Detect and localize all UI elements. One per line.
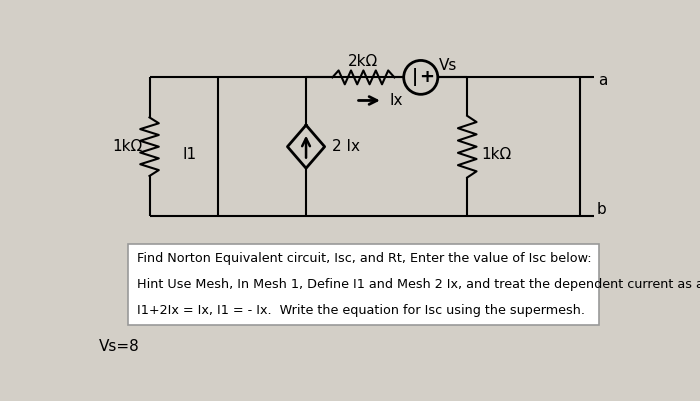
Text: I1: I1 [183,147,197,162]
Text: Find Norton Equivalent circuit, Isc, and Rt, Enter the value of Isc below:: Find Norton Equivalent circuit, Isc, and… [137,252,592,265]
Text: Vs=8: Vs=8 [99,339,140,354]
Text: Vs: Vs [439,58,457,73]
Text: 2 Ix: 2 Ix [332,139,360,154]
Text: +: + [419,69,434,86]
Text: Ix: Ix [390,93,403,108]
Text: |: | [412,69,418,86]
FancyBboxPatch shape [128,245,599,325]
Text: 2kΩ: 2kΩ [349,55,379,69]
Text: b: b [596,203,606,217]
Text: 1kΩ: 1kΩ [113,139,143,154]
Text: Hint Use Mesh, In Mesh 1, Define I1 and Mesh 2 Ix, and treat the dependent curre: Hint Use Mesh, In Mesh 1, Define I1 and … [137,278,700,291]
Text: 1kΩ: 1kΩ [482,147,512,162]
Text: I1+2Ix = Ix, I1 = - Ix.  Write the equation for Isc using the supermesh.: I1+2Ix = Ix, I1 = - Ix. Write the equati… [137,304,585,317]
Text: a: a [598,73,608,88]
